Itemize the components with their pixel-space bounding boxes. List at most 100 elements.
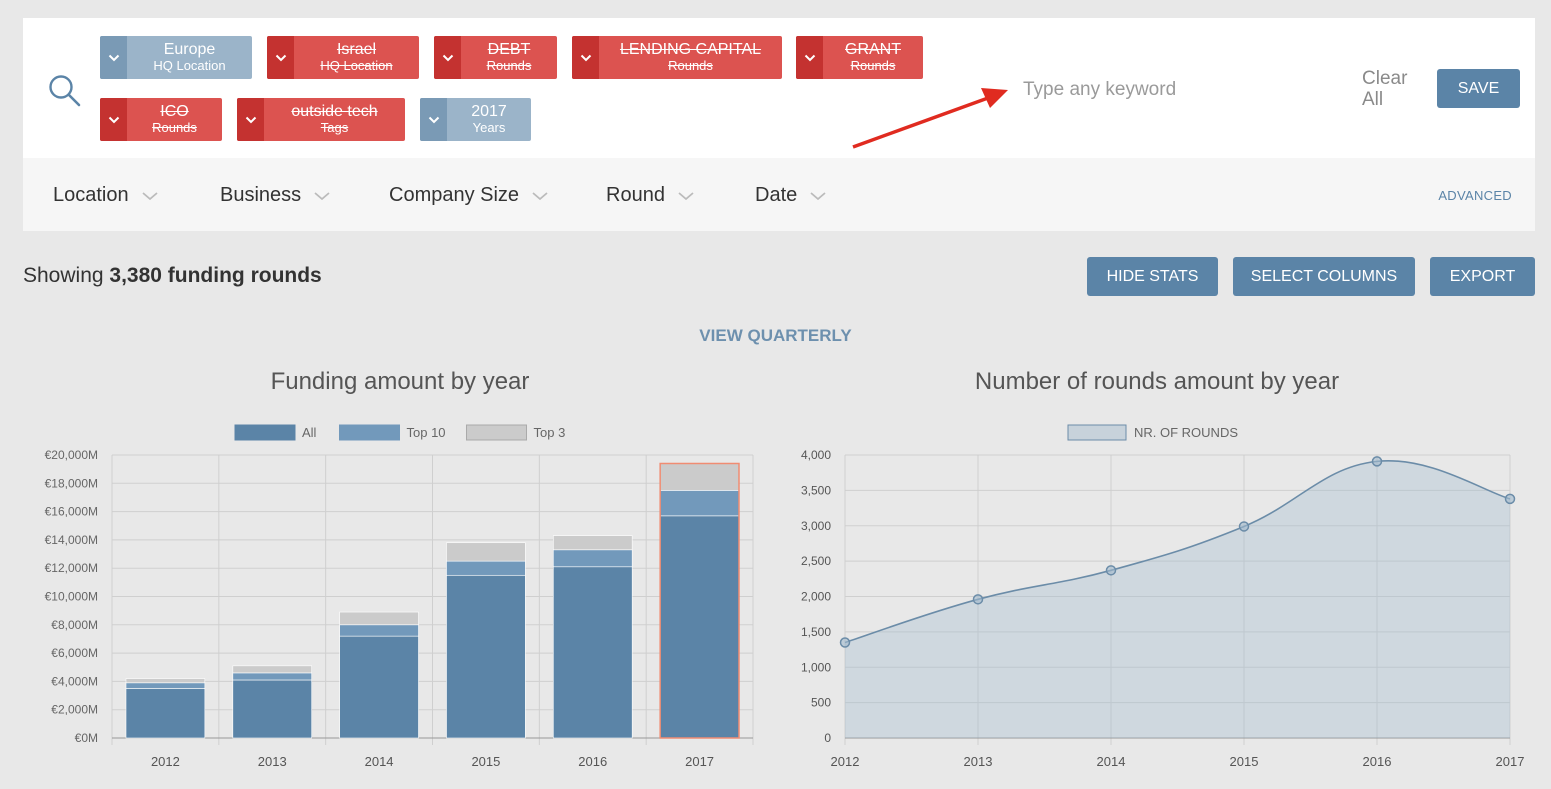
chevron-down-icon[interactable]: [796, 36, 823, 79]
y-tick-label: €18,000M: [45, 476, 98, 490]
rounds-chart-title: Number of rounds amount by year: [974, 368, 1340, 395]
filter-chip[interactable]: 2017 Years: [420, 98, 531, 141]
filter-chip[interactable]: outside tech Tags: [237, 98, 405, 141]
view-quarterly-link[interactable]: VIEW QUARTERLY: [699, 326, 852, 345]
x-tick-label: 2014: [1097, 754, 1126, 769]
hide-stats-button[interactable]: HIDE STATS: [1087, 257, 1218, 296]
bar-top-3: [339, 611, 419, 626]
x-tick-label: 2013: [258, 754, 287, 769]
chevron-down-icon: [532, 191, 548, 200]
rounds-area-chart: 0 500 1,000 1,500 2,000 2,500 3,000 3,500 4,000 2…: [801, 424, 1525, 769]
y-tick-label: €10,000M: [45, 590, 98, 604]
export-button[interactable]: EXPORT: [1430, 257, 1535, 296]
x-tick-label: 2014: [365, 754, 394, 769]
chevron-down-icon[interactable]: [420, 98, 447, 141]
filter-chip[interactable]: GRANT Rounds: [796, 36, 923, 79]
filter-label: Company Size: [389, 184, 520, 206]
x-tick-label: 2013: [964, 754, 993, 769]
bar-top-3: [553, 535, 633, 551]
select-columns-button[interactable]: SELECT COLUMNS: [1233, 257, 1415, 296]
results-count: 3,380 funding rounds: [109, 264, 322, 287]
data-point: [839, 637, 851, 648]
y-tick-label: 4,000: [801, 448, 831, 462]
y-tick-label: 1,000: [801, 660, 831, 674]
filter-location[interactable]: Location: [53, 184, 159, 207]
legend-label: NR. OF ROUNDS: [1134, 425, 1238, 440]
bar-top-3: [232, 665, 312, 674]
filter-chip[interactable]: Israel HQ Location: [267, 36, 419, 79]
chip-sublabel: Rounds: [152, 120, 197, 136]
y-tick-label: €14,000M: [45, 533, 98, 547]
legend-label: All: [302, 425, 317, 440]
filter-business[interactable]: Business: [220, 184, 331, 207]
chip-sublabel: Rounds: [668, 58, 713, 74]
advanced-link[interactable]: ADVANCED: [1438, 188, 1512, 203]
series-line: [844, 459, 1511, 644]
chip-sublabel: Years: [472, 120, 506, 136]
bar-top-10: [659, 490, 740, 517]
y-tick-label: 500: [811, 696, 831, 710]
y-tick-label: €6,000M: [51, 646, 98, 660]
x-tick-label: 2016: [1363, 754, 1392, 769]
bar-top-3: [659, 463, 740, 491]
chevron-down-icon[interactable]: [434, 36, 461, 79]
filter-round[interactable]: Round: [606, 184, 695, 207]
search-panel: Europe HQ Location Israel HQ Location DEBT Ro…: [23, 18, 1535, 158]
x-tick-label: 2012: [151, 754, 180, 769]
area-fill: [845, 460, 1510, 738]
legend-swatch: [234, 424, 296, 441]
chip-sublabel: Tags: [320, 120, 349, 136]
bar-top-10: [553, 549, 633, 568]
y-tick-label: 2,000: [801, 590, 831, 604]
y-tick-label: 0: [824, 731, 831, 745]
y-tick-label: €2,000M: [51, 703, 98, 717]
chevron-down-icon: [314, 191, 330, 200]
x-tick-label: 2012: [831, 754, 860, 769]
legend-label: Top 3: [534, 425, 566, 440]
save-button[interactable]: SAVE: [1437, 69, 1520, 108]
chevron-down-icon[interactable]: [267, 36, 294, 79]
funding-bar-chart: €0M €2,000M €4,000M €6,000M €8,000M €10,000M €…: [45, 424, 754, 769]
legend-swatch: [339, 424, 400, 441]
chip-label: 2017: [471, 103, 507, 121]
chevron-down-icon[interactable]: [237, 98, 264, 141]
y-tick-label: €4,000M: [51, 674, 98, 688]
chevron-down-icon[interactable]: [100, 36, 127, 79]
filter-chip[interactable]: Europe HQ Location: [100, 36, 252, 79]
filter-date[interactable]: Date: [755, 184, 827, 207]
filter-company-size[interactable]: Company Size: [389, 184, 549, 207]
filter-chip[interactable]: ICO Rounds: [100, 98, 222, 141]
filter-chip[interactable]: LENDING CAPITAL Rounds: [572, 36, 782, 79]
chip-sublabel: HQ Location: [153, 58, 226, 74]
filter-chip[interactable]: DEBT Rounds: [434, 36, 557, 79]
bar-top-10: [446, 560, 526, 576]
filter-label: Round: [606, 184, 665, 206]
chevron-down-icon[interactable]: [100, 98, 127, 141]
summary-prefix: Showing: [23, 264, 110, 287]
bar-all: [339, 635, 419, 739]
data-point: [1105, 565, 1117, 576]
bar-all: [232, 679, 312, 739]
search-icon[interactable]: [48, 74, 82, 108]
bar-top-10: [232, 672, 312, 681]
chevron-down-icon[interactable]: [572, 36, 599, 79]
keyword-search-input[interactable]: [1023, 74, 1283, 106]
filter-label: Business: [220, 184, 302, 206]
bar-top-10: [125, 682, 206, 689]
x-tick-label: 2016: [578, 754, 607, 769]
y-tick-label: 2,500: [801, 554, 831, 568]
bar-top-3: [125, 678, 206, 684]
chip-label: ICO: [160, 103, 189, 121]
data-point: [972, 594, 984, 605]
funding-chart-title: Funding amount by year: [270, 368, 530, 395]
legend-swatch: [466, 424, 527, 441]
clear-all-link[interactable]: Clear All: [1362, 68, 1408, 110]
y-tick-label: €0M: [75, 731, 98, 745]
chip-label: outside tech: [291, 103, 378, 121]
chip-sublabel: HQ Location: [320, 58, 393, 74]
bar-highlight: [659, 462, 740, 739]
chip-label: DEBT: [487, 41, 531, 59]
y-tick-label: 3,000: [801, 519, 831, 533]
x-tick-label: 2017: [1496, 754, 1525, 769]
x-tick-label: 2017: [685, 754, 714, 769]
